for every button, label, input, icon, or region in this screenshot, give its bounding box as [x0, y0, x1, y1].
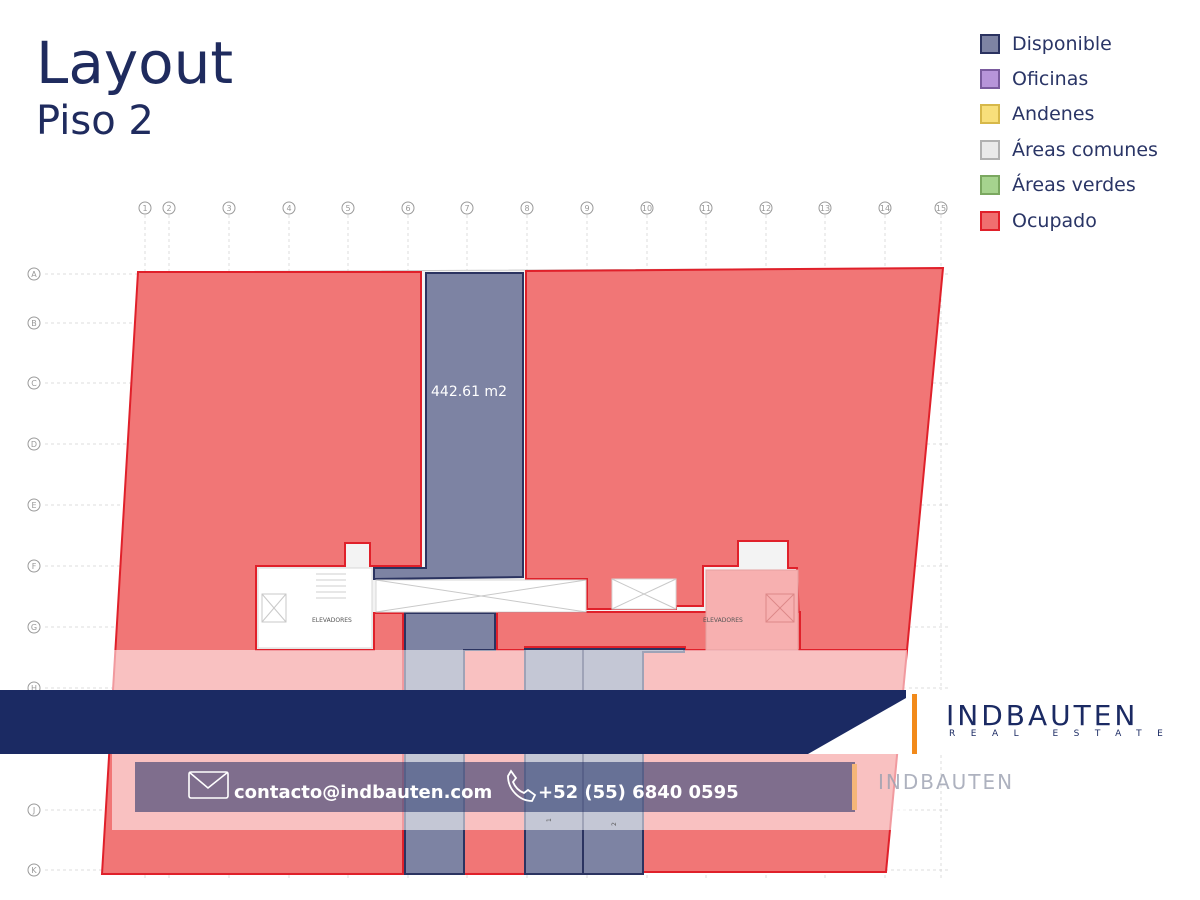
logo-accent-bar [912, 694, 917, 754]
ghost-logo: INDBAUTEN [878, 770, 1015, 794]
brand-tagline: REAL ESTATE [949, 729, 1179, 739]
legend-swatch [980, 104, 1000, 125]
legend-swatch [980, 139, 1000, 160]
unit-1-label: 1 [546, 818, 553, 822]
legend-item-disponible: Disponible [980, 26, 1158, 61]
logo-box [906, 690, 1200, 754]
shaft-marks [261, 578, 795, 623]
row-label: E [31, 501, 36, 510]
column-label: 9 [584, 204, 589, 213]
page-subtitle: Piso 2 [36, 98, 154, 144]
common-areas [257, 567, 799, 651]
banner-diagonal [808, 690, 920, 754]
legend-label: Áreas verdes [1012, 174, 1136, 197]
column-label: 10 [642, 204, 652, 213]
row-label: G [31, 623, 37, 632]
legend-label: Oficinas [1012, 68, 1089, 91]
elevator-core-right [705, 569, 799, 651]
legend-item-areas-comunes: Áreas comunes [980, 132, 1158, 167]
column-label: 6 [405, 204, 410, 213]
stairs-left [316, 573, 346, 599]
ghost-logo-bar [852, 764, 857, 810]
title-block: Layout Piso 2 [36, 30, 233, 144]
mail-icon [188, 771, 229, 799]
column-label: 5 [345, 204, 350, 213]
page-title: Layout [36, 29, 234, 97]
column-label: 8 [524, 204, 529, 213]
row-label: B [31, 319, 37, 328]
phone-icon [507, 769, 537, 802]
column-label: 11 [701, 204, 711, 213]
legend-swatch [980, 69, 1000, 90]
row-label: J [32, 806, 35, 815]
column-labels: 1 2 3 4 5 6 7 8 9 10 11 12 13 14 15 [142, 204, 946, 213]
legend-label: Ocupado [1012, 209, 1097, 232]
legend: Disponible Oficinas Andenes Áreas comune… [980, 26, 1158, 238]
column-label: 15 [936, 204, 946, 213]
elevator-core-left [257, 567, 373, 649]
row-label: K [31, 866, 37, 875]
contact-email[interactable]: contacto@indbauten.com [234, 782, 492, 803]
contact-phone[interactable]: +52 (55) 6840 0595 [538, 782, 739, 803]
elevators-label-left: ELEVADORES [312, 617, 352, 624]
column-label: 14 [880, 204, 890, 213]
column-label: 2 [166, 204, 171, 213]
row-markers [27, 267, 41, 877]
ghost-banner [135, 762, 855, 812]
legend-label: Áreas comunes [1012, 138, 1158, 161]
legend-label: Andenes [1012, 103, 1095, 126]
legend-swatch [980, 210, 1000, 231]
legend-item-andenes: Andenes [980, 97, 1158, 132]
row-labels: A B C D E F G H J K [31, 270, 37, 875]
row-label: C [31, 379, 37, 388]
column-label: 7 [464, 204, 469, 213]
elevators-label-right: ELEVADORES [703, 617, 743, 624]
available-area-main[interactable] [373, 272, 524, 581]
available-area-label: 442.61 m2 [431, 384, 507, 400]
row-label: F [32, 562, 37, 571]
legend-swatch [980, 175, 1000, 196]
unit-2-label: 2 [611, 822, 618, 826]
column-markers [138, 201, 948, 215]
row-label: A [31, 270, 37, 279]
column-label: 13 [820, 204, 830, 213]
legend-item-ocupado: Ocupado [980, 203, 1158, 238]
legend-swatch [980, 33, 1000, 54]
column-label: 3 [226, 204, 231, 213]
row-label: H [31, 684, 37, 693]
legend-label: Disponible [1012, 32, 1112, 55]
brand-logo: INDBAUTEN [946, 699, 1139, 732]
legend-item-areas-verdes: Áreas verdes [980, 168, 1158, 203]
row-label: D [31, 440, 37, 449]
column-label: 12 [761, 204, 771, 213]
column-label: 4 [286, 204, 291, 213]
column-label: 1 [142, 204, 147, 213]
legend-item-oficinas: Oficinas [980, 61, 1158, 96]
